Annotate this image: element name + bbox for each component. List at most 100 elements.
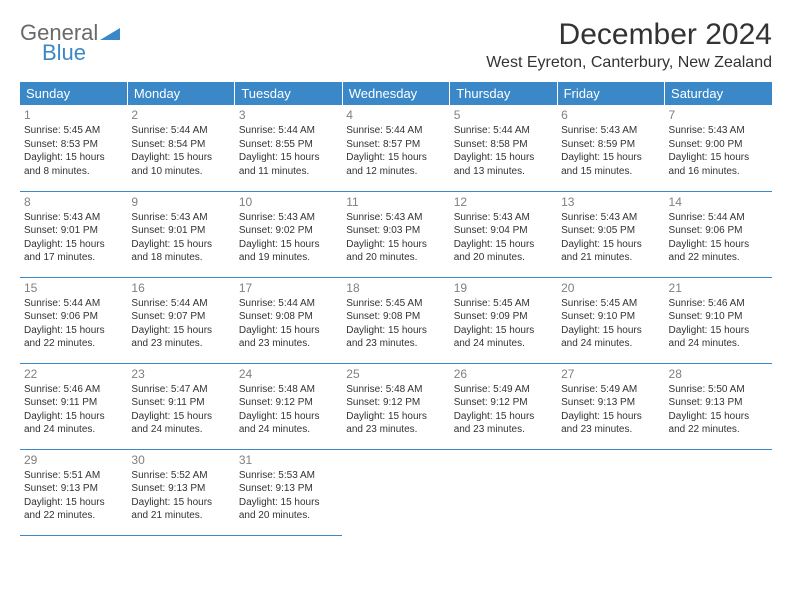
sunset-line: Sunset: 9:11 PM: [131, 396, 230, 410]
sunset-line: Sunset: 9:13 PM: [561, 396, 660, 410]
daylight-line: Daylight: 15 hours and 24 minutes.: [454, 324, 553, 351]
daylight-line: Daylight: 15 hours and 18 minutes.: [131, 238, 230, 265]
sunset-line: Sunset: 9:13 PM: [239, 482, 338, 496]
sunrise-line: Sunrise: 5:43 AM: [669, 124, 768, 138]
day-number: 7: [669, 107, 768, 124]
sunset-line: Sunset: 8:58 PM: [454, 138, 553, 152]
calendar-cell: 21Sunrise: 5:46 AMSunset: 9:10 PMDayligh…: [665, 277, 772, 363]
sunrise-line: Sunrise: 5:43 AM: [561, 211, 660, 225]
day-details: Sunrise: 5:48 AMSunset: 9:12 PMDaylight:…: [239, 383, 338, 437]
sunrise-line: Sunrise: 5:46 AM: [24, 383, 123, 397]
calendar-week: 1Sunrise: 5:45 AMSunset: 8:53 PMDaylight…: [20, 105, 772, 191]
sunrise-line: Sunrise: 5:43 AM: [24, 211, 123, 225]
sunset-line: Sunset: 9:01 PM: [24, 224, 123, 238]
calendar-cell: 27Sunrise: 5:49 AMSunset: 9:13 PMDayligh…: [557, 363, 664, 449]
daylight-line: Daylight: 15 hours and 17 minutes.: [24, 238, 123, 265]
sunset-line: Sunset: 9:03 PM: [346, 224, 445, 238]
brand-logo: General Blue: [20, 18, 120, 64]
day-number: 22: [24, 366, 123, 383]
weekday-row: Sunday Monday Tuesday Wednesday Thursday…: [20, 82, 772, 105]
calendar-cell: 4Sunrise: 5:44 AMSunset: 8:57 PMDaylight…: [342, 105, 449, 191]
daylight-line: Daylight: 15 hours and 15 minutes.: [561, 151, 660, 178]
day-number: 30: [131, 452, 230, 469]
day-details: Sunrise: 5:47 AMSunset: 9:11 PMDaylight:…: [131, 383, 230, 437]
daylight-line: Daylight: 15 hours and 10 minutes.: [131, 151, 230, 178]
calendar-cell: 11Sunrise: 5:43 AMSunset: 9:03 PMDayligh…: [342, 191, 449, 277]
daylight-line: Daylight: 15 hours and 24 minutes.: [131, 410, 230, 437]
sunset-line: Sunset: 8:53 PM: [24, 138, 123, 152]
day-details: Sunrise: 5:53 AMSunset: 9:13 PMDaylight:…: [239, 469, 338, 523]
sunrise-line: Sunrise: 5:43 AM: [239, 211, 338, 225]
day-details: Sunrise: 5:44 AMSunset: 8:57 PMDaylight:…: [346, 124, 445, 178]
daylight-line: Daylight: 15 hours and 12 minutes.: [346, 151, 445, 178]
calendar-cell: 26Sunrise: 5:49 AMSunset: 9:12 PMDayligh…: [450, 363, 557, 449]
sunset-line: Sunset: 9:02 PM: [239, 224, 338, 238]
daylight-line: Daylight: 15 hours and 23 minutes.: [346, 410, 445, 437]
sunset-line: Sunset: 9:05 PM: [561, 224, 660, 238]
sunset-line: Sunset: 9:08 PM: [239, 310, 338, 324]
daylight-line: Daylight: 15 hours and 22 minutes.: [24, 496, 123, 523]
sunset-line: Sunset: 9:10 PM: [669, 310, 768, 324]
calendar-cell: 16Sunrise: 5:44 AMSunset: 9:07 PMDayligh…: [127, 277, 234, 363]
month-title: December 2024: [486, 18, 772, 52]
daylight-line: Daylight: 15 hours and 23 minutes.: [454, 410, 553, 437]
calendar-cell: 15Sunrise: 5:44 AMSunset: 9:06 PMDayligh…: [20, 277, 127, 363]
day-number: 20: [561, 280, 660, 297]
day-details: Sunrise: 5:43 AMSunset: 9:05 PMDaylight:…: [561, 211, 660, 265]
sunrise-line: Sunrise: 5:45 AM: [561, 297, 660, 311]
daylight-line: Daylight: 15 hours and 11 minutes.: [239, 151, 338, 178]
day-number: 1: [24, 107, 123, 124]
calendar-cell: [450, 449, 557, 535]
calendar-cell: 6Sunrise: 5:43 AMSunset: 8:59 PMDaylight…: [557, 105, 664, 191]
sunset-line: Sunset: 9:11 PM: [24, 396, 123, 410]
sunrise-line: Sunrise: 5:44 AM: [454, 124, 553, 138]
sunset-line: Sunset: 9:12 PM: [454, 396, 553, 410]
weekday-header: Thursday: [450, 82, 557, 105]
sunrise-line: Sunrise: 5:49 AM: [454, 383, 553, 397]
daylight-line: Daylight: 15 hours and 21 minutes.: [131, 496, 230, 523]
calendar-cell: 5Sunrise: 5:44 AMSunset: 8:58 PMDaylight…: [450, 105, 557, 191]
calendar-cell: [342, 449, 449, 535]
calendar-cell: 24Sunrise: 5:48 AMSunset: 9:12 PMDayligh…: [235, 363, 342, 449]
day-number: 4: [346, 107, 445, 124]
sunset-line: Sunset: 9:00 PM: [669, 138, 768, 152]
daylight-line: Daylight: 15 hours and 24 minutes.: [561, 324, 660, 351]
day-details: Sunrise: 5:43 AMSunset: 9:01 PMDaylight:…: [24, 211, 123, 265]
day-details: Sunrise: 5:44 AMSunset: 9:06 PMDaylight:…: [669, 211, 768, 265]
sunrise-line: Sunrise: 5:52 AM: [131, 469, 230, 483]
sunrise-line: Sunrise: 5:46 AM: [669, 297, 768, 311]
daylight-line: Daylight: 15 hours and 23 minutes.: [131, 324, 230, 351]
sunset-line: Sunset: 9:13 PM: [669, 396, 768, 410]
calendar-page: General Blue December 2024 West Eyreton,…: [0, 0, 792, 546]
sunset-line: Sunset: 8:57 PM: [346, 138, 445, 152]
daylight-line: Daylight: 15 hours and 22 minutes.: [24, 324, 123, 351]
sunrise-line: Sunrise: 5:44 AM: [239, 297, 338, 311]
day-details: Sunrise: 5:45 AMSunset: 8:53 PMDaylight:…: [24, 124, 123, 178]
day-details: Sunrise: 5:43 AMSunset: 9:01 PMDaylight:…: [131, 211, 230, 265]
daylight-line: Daylight: 15 hours and 24 minutes.: [669, 324, 768, 351]
day-number: 26: [454, 366, 553, 383]
brand-wedge-icon: [100, 22, 120, 44]
day-details: Sunrise: 5:52 AMSunset: 9:13 PMDaylight:…: [131, 469, 230, 523]
sunrise-line: Sunrise: 5:44 AM: [346, 124, 445, 138]
day-details: Sunrise: 5:45 AMSunset: 9:08 PMDaylight:…: [346, 297, 445, 351]
calendar-cell: 10Sunrise: 5:43 AMSunset: 9:02 PMDayligh…: [235, 191, 342, 277]
calendar-cell: 30Sunrise: 5:52 AMSunset: 9:13 PMDayligh…: [127, 449, 234, 535]
calendar-cell: 9Sunrise: 5:43 AMSunset: 9:01 PMDaylight…: [127, 191, 234, 277]
day-details: Sunrise: 5:46 AMSunset: 9:11 PMDaylight:…: [24, 383, 123, 437]
calendar-cell: 20Sunrise: 5:45 AMSunset: 9:10 PMDayligh…: [557, 277, 664, 363]
daylight-line: Daylight: 15 hours and 22 minutes.: [669, 238, 768, 265]
calendar-cell: 17Sunrise: 5:44 AMSunset: 9:08 PMDayligh…: [235, 277, 342, 363]
calendar-body: 1Sunrise: 5:45 AMSunset: 8:53 PMDaylight…: [20, 105, 772, 535]
sunset-line: Sunset: 9:06 PM: [669, 224, 768, 238]
day-details: Sunrise: 5:44 AMSunset: 8:54 PMDaylight:…: [131, 124, 230, 178]
sunrise-line: Sunrise: 5:50 AM: [669, 383, 768, 397]
calendar-cell: 18Sunrise: 5:45 AMSunset: 9:08 PMDayligh…: [342, 277, 449, 363]
day-details: Sunrise: 5:45 AMSunset: 9:10 PMDaylight:…: [561, 297, 660, 351]
calendar-cell: 7Sunrise: 5:43 AMSunset: 9:00 PMDaylight…: [665, 105, 772, 191]
sunset-line: Sunset: 9:12 PM: [239, 396, 338, 410]
day-details: Sunrise: 5:44 AMSunset: 8:55 PMDaylight:…: [239, 124, 338, 178]
day-number: 10: [239, 194, 338, 211]
day-number: 16: [131, 280, 230, 297]
day-number: 18: [346, 280, 445, 297]
